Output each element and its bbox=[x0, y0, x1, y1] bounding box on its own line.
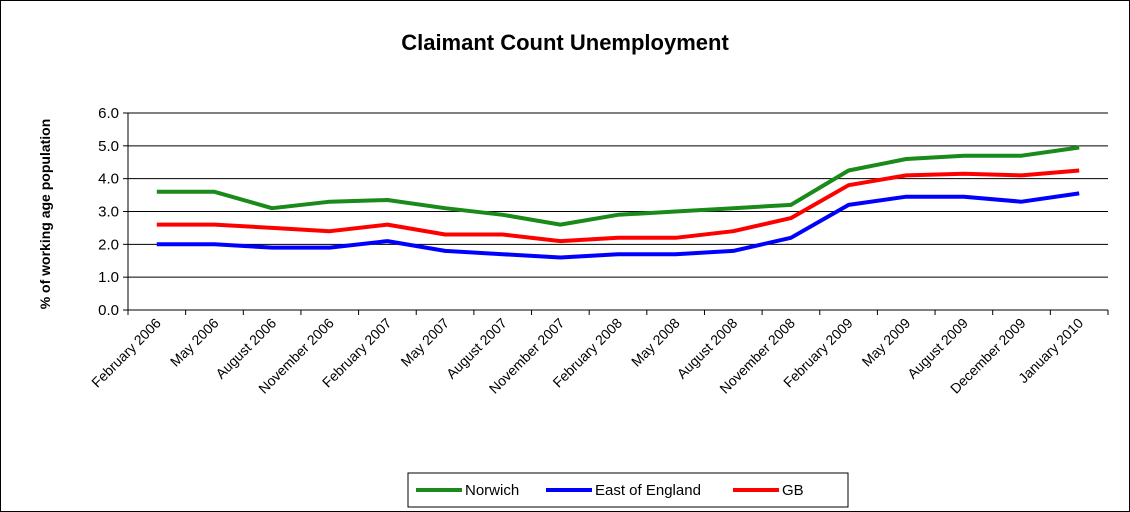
legend-label: Norwich bbox=[465, 482, 519, 499]
series-line-gb bbox=[156, 168, 1080, 244]
chart-title: Claimant Count Unemployment bbox=[401, 30, 729, 55]
y-tick-label: 2.0 bbox=[98, 236, 119, 253]
y-tick-label: 3.0 bbox=[98, 204, 119, 221]
series-line-norwich bbox=[156, 145, 1080, 227]
y-axis-label: % of working age population bbox=[37, 119, 53, 310]
series-line-east-of-england bbox=[156, 191, 1080, 260]
y-tick-label: 0.0 bbox=[98, 302, 119, 319]
y-tick-label: 1.0 bbox=[98, 269, 119, 286]
legend-label: GB bbox=[782, 482, 804, 499]
y-tick-label: 5.0 bbox=[98, 138, 119, 155]
y-tick-label: 6.0 bbox=[98, 105, 119, 122]
y-tick-label: 4.0 bbox=[98, 171, 119, 188]
legend: Norwich East of England GB bbox=[407, 472, 849, 508]
legend-label: East of England bbox=[595, 482, 701, 499]
